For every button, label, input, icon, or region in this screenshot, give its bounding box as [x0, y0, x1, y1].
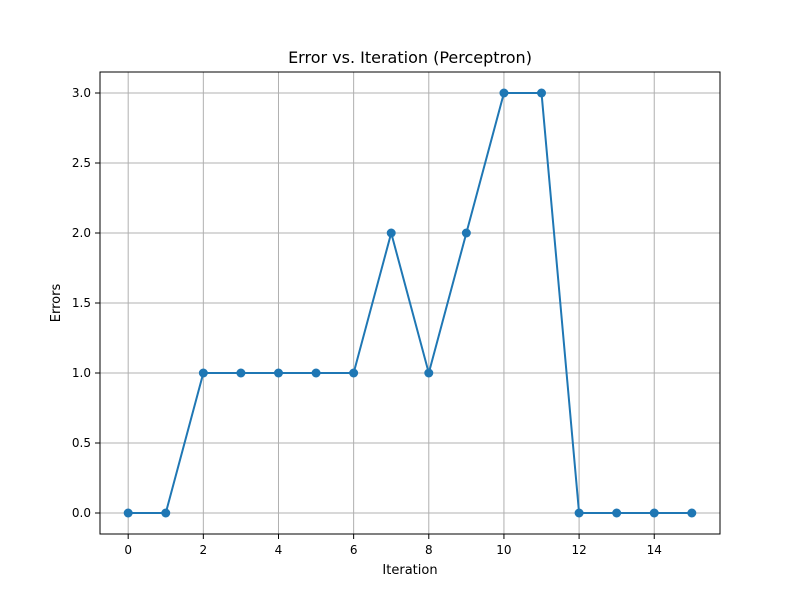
data-point — [574, 508, 584, 518]
y-tick-label: 1.5 — [72, 296, 91, 310]
y-tick-label: 0.5 — [72, 436, 91, 450]
grid-lines — [100, 72, 720, 534]
data-point — [386, 228, 396, 238]
y-axis-ticks: 0.0 0.5 1.0 1.5 2.0 2.5 3.0 — [72, 86, 100, 520]
data-point — [687, 508, 697, 518]
data-point — [537, 88, 547, 98]
y-axis-label: Errors — [49, 284, 64, 323]
data-point — [311, 368, 321, 378]
y-tick-label: 3.0 — [72, 86, 91, 100]
data-point — [499, 88, 509, 98]
data-point — [198, 368, 208, 378]
x-tick-label: 6 — [350, 543, 358, 557]
x-tick-label: 4 — [275, 543, 283, 557]
series-line-layer — [128, 92, 692, 514]
x-tick-label: 2 — [200, 543, 208, 557]
data-point — [424, 368, 434, 378]
x-tick-label: 0 — [124, 543, 132, 557]
plot-area — [99, 71, 721, 535]
data-point — [161, 508, 171, 518]
y-tick-label: 2.5 — [72, 156, 91, 170]
x-tick-label: 12 — [571, 543, 586, 557]
data-point — [236, 368, 246, 378]
data-point — [649, 508, 659, 518]
series-markers — [123, 88, 697, 518]
data-point — [349, 368, 359, 378]
x-tick-label: 10 — [496, 543, 511, 557]
y-tick-label: 1.0 — [72, 366, 91, 380]
chart-title: Error vs. Iteration (Perceptron) — [288, 48, 532, 67]
y-tick-label: 0.0 — [72, 506, 91, 520]
data-point — [612, 508, 622, 518]
data-point — [273, 368, 283, 378]
x-axis-ticks: 0 2 4 6 8 10 12 14 — [124, 534, 662, 557]
series-line — [128, 92, 692, 514]
x-tick-label: 14 — [647, 543, 662, 557]
x-axis-label: Iteration — [382, 563, 437, 578]
y-tick-label: 2.0 — [72, 226, 91, 240]
data-point — [461, 228, 471, 238]
x-tick-label: 8 — [425, 543, 433, 557]
data-point — [123, 508, 133, 518]
